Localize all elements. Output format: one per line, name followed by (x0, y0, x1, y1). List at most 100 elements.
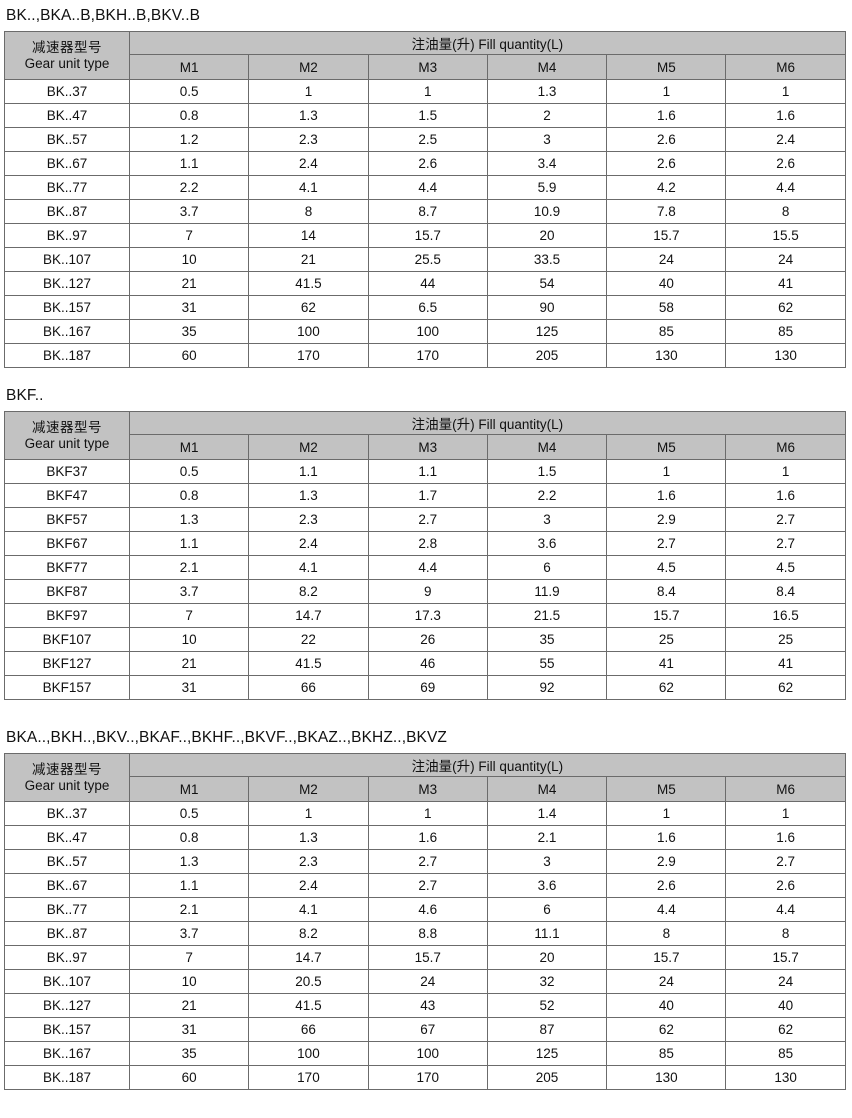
cell-fill-quantity-m4: 3 (486, 507, 608, 532)
cell-fill-quantity-m6: 1 (725, 79, 846, 104)
cell-fill-quantity-m1: 7 (128, 223, 250, 248)
cell-gear-unit-type: BKF107 (4, 627, 130, 652)
cell-fill-quantity-m6: 2.6 (725, 151, 846, 176)
cell-gear-unit-type: BK..67 (4, 873, 130, 898)
table-row: BKF37 0.5 1.1 1.1 1.5 1 1 (4, 459, 846, 484)
column-header-m6: M6 (725, 54, 846, 80)
cell-fill-quantity-m5: 1 (606, 79, 727, 104)
header-gear-unit-type-en: Gear unit type (24, 55, 110, 71)
cell-fill-quantity-m1: 7 (128, 945, 250, 970)
cell-fill-quantity-m4: 205 (486, 1065, 608, 1090)
cell-fill-quantity-m4: 87 (486, 1017, 608, 1042)
cell-fill-quantity-m6: 1.6 (725, 103, 846, 128)
cell-fill-quantity-m4: 3.6 (486, 531, 608, 556)
cell-gear-unit-type: BK..97 (4, 223, 130, 248)
cell-fill-quantity-m3: 25.5 (367, 247, 488, 272)
cell-fill-quantity-m6: 1 (725, 801, 846, 826)
cell-fill-quantity-m4: 6 (486, 897, 608, 922)
cell-fill-quantity-m4: 3.6 (486, 873, 608, 898)
section-title-3: BKA..,BKH..,BKV..,BKAF..,BKHF..,BKVF..,B… (6, 729, 447, 746)
header-gear-unit-type-en: Gear unit type (24, 777, 110, 793)
table-row: BKF127 21 41.5 46 55 41 41 (4, 651, 846, 676)
table-header-1: 减速器型号 Gear unit type 注油量(升) Fill quantit… (4, 31, 846, 80)
table-row: BKF157 31 66 69 92 62 62 (4, 675, 846, 700)
table-row: BK..187 60 170 170 205 130 130 (4, 343, 846, 368)
cell-fill-quantity-m5: 15.7 (606, 223, 727, 248)
cell-fill-quantity-m4: 2.1 (486, 825, 608, 850)
cell-fill-quantity-m2: 4.1 (248, 175, 369, 200)
cell-fill-quantity-m2: 1 (248, 79, 369, 104)
cell-fill-quantity-m1: 2.2 (128, 175, 250, 200)
column-header-m2: M2 (248, 434, 369, 460)
table-row: BK..57 1.2 2.3 2.5 3 2.6 2.4 (4, 127, 846, 152)
cell-fill-quantity-m3: 1 (367, 79, 488, 104)
cell-fill-quantity-m4: 20 (486, 223, 608, 248)
cell-fill-quantity-m3: 170 (367, 1065, 488, 1090)
cell-gear-unit-type: BK..47 (4, 825, 130, 850)
cell-fill-quantity-m2: 2.3 (248, 127, 369, 152)
cell-fill-quantity-m4: 1.3 (486, 79, 608, 104)
cell-fill-quantity-m1: 31 (128, 295, 250, 320)
cell-fill-quantity-m5: 4.5 (606, 555, 727, 580)
table-row: BK..127 21 41.5 44 54 40 41 (4, 271, 846, 296)
column-header-m1: M1 (128, 434, 250, 460)
cell-fill-quantity-m4: 21.5 (486, 603, 608, 628)
column-header-m3: M3 (367, 434, 488, 460)
cell-fill-quantity-m5: 85 (606, 1041, 727, 1066)
cell-fill-quantity-m1: 21 (128, 651, 250, 676)
cell-gear-unit-type: BK..187 (4, 343, 130, 368)
table-row: BKF97 7 14.7 17.3 21.5 15.7 16.5 (4, 603, 846, 628)
section-spacer-2 (4, 700, 848, 722)
cell-fill-quantity-m6: 4.5 (725, 555, 846, 580)
cell-fill-quantity-m1: 10 (128, 627, 250, 652)
cell-fill-quantity-m6: 130 (725, 343, 846, 368)
cell-gear-unit-type: BK..87 (4, 199, 130, 224)
cell-fill-quantity-m3: 44 (367, 271, 488, 296)
table-row: BKF107 10 22 26 35 25 25 (4, 627, 846, 652)
cell-fill-quantity-m2: 8.2 (248, 921, 369, 946)
cell-fill-quantity-m3: 1.6 (367, 825, 488, 850)
cell-fill-quantity-m5: 2.6 (606, 151, 727, 176)
cell-fill-quantity-m3: 15.7 (367, 223, 488, 248)
cell-fill-quantity-m4: 33.5 (486, 247, 608, 272)
table-section-1: BK..,BKA..B,BKH..B,BKV..B 减速器型号 Gear uni… (4, 0, 848, 368)
table-row: BK..67 1.1 2.4 2.6 3.4 2.6 2.6 (4, 151, 846, 176)
table-section-2: BKF.. 减速器型号 Gear unit type 注油量(升) Fill q… (4, 380, 848, 700)
cell-fill-quantity-m6: 2.7 (725, 849, 846, 874)
header-gear-unit-type-cn: 减速器型号 (32, 419, 102, 435)
cell-fill-quantity-m3: 2.8 (367, 531, 488, 556)
cell-gear-unit-type: BK..107 (4, 969, 130, 994)
cell-fill-quantity-m1: 1.1 (128, 873, 250, 898)
cell-fill-quantity-m5: 2.9 (606, 507, 727, 532)
cell-fill-quantity-m4: 11.1 (486, 921, 608, 946)
cell-gear-unit-type: BKF47 (4, 483, 130, 508)
cell-fill-quantity-m3: 1.5 (367, 103, 488, 128)
cell-fill-quantity-m1: 1.1 (128, 151, 250, 176)
table-row: BKF87 3.7 8.2 9 11.9 8.4 8.4 (4, 579, 846, 604)
table-row: BK..107 10 21 25.5 33.5 24 24 (4, 247, 846, 272)
table-body-3: BK..37 0.5 1 1 1.4 1 1 BK..47 0.8 1.3 1.6 2.1 1.6 1.6… (4, 801, 846, 1090)
table-row: BK..47 0.8 1.3 1.6 2.1 1.6 1.6 (4, 825, 846, 850)
cell-fill-quantity-m4: 1.5 (486, 459, 608, 484)
cell-fill-quantity-m1: 1.3 (128, 507, 250, 532)
cell-fill-quantity-m6: 62 (725, 675, 846, 700)
cell-fill-quantity-m4: 3 (486, 127, 608, 152)
header-row-top: 减速器型号 Gear unit type 注油量(升) Fill quantit… (4, 31, 846, 80)
cell-gear-unit-type: BKF157 (4, 675, 130, 700)
cell-fill-quantity-m1: 2.1 (128, 555, 250, 580)
table-row: BK..57 1.3 2.3 2.7 3 2.9 2.7 (4, 849, 846, 874)
cell-fill-quantity-m6: 41 (725, 271, 846, 296)
header-gear-unit-type: 减速器型号 Gear unit type (4, 411, 130, 460)
cell-fill-quantity-m1: 7 (128, 603, 250, 628)
cell-fill-quantity-m2: 20.5 (248, 969, 369, 994)
cell-fill-quantity-m1: 10 (128, 969, 250, 994)
cell-fill-quantity-m3: 4.4 (367, 175, 488, 200)
cell-fill-quantity-m4: 6 (486, 555, 608, 580)
fill-quantity-table-1: 减速器型号 Gear unit type 注油量(升) Fill quantit… (4, 31, 846, 368)
cell-fill-quantity-m3: 67 (367, 1017, 488, 1042)
table-row: BK..67 1.1 2.4 2.7 3.6 2.6 2.6 (4, 873, 846, 898)
cell-fill-quantity-m5: 8.4 (606, 579, 727, 604)
cell-fill-quantity-m6: 8 (725, 199, 846, 224)
cell-fill-quantity-m3: 2.5 (367, 127, 488, 152)
cell-fill-quantity-m3: 6.5 (367, 295, 488, 320)
